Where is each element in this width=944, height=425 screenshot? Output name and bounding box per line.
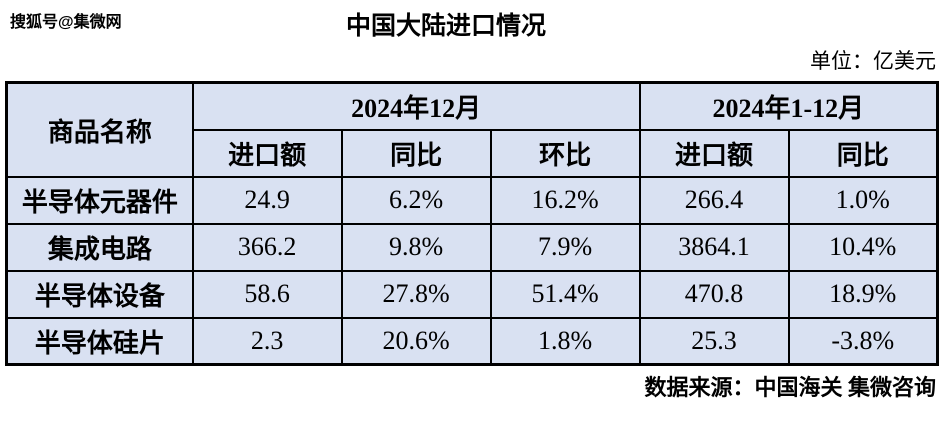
cell-import-value-month: 366.2 <box>191 222 343 272</box>
row-label: 半导体硅片 <box>5 316 194 366</box>
unit-label: 单位：亿美元 <box>810 49 936 74</box>
header-row-groups: 商品名称 2024年12月 2024年1-12月 <box>5 81 939 178</box>
cell-yoy-month: 6.2% <box>340 175 492 225</box>
table-row-integrated-circuits: 集成电路 366.2 9.8% 7.9% 3864.1 10.4% <box>5 222 939 272</box>
data-source-label: 数据来源：中国海关 集微咨询 <box>644 375 936 401</box>
cell-import-value-month: 2.3 <box>191 316 343 366</box>
table-row-semiconductor-wafers: 半导体硅片 2.3 20.6% 1.8% 25.3 -3.8% <box>5 316 939 366</box>
cell-mom-month: 7.9% <box>489 222 641 272</box>
table-row-semiconductor-equipment: 半导体设备 58.6 27.8% 51.4% 470.8 18.9% <box>5 269 939 319</box>
header-row-subheaders: 进口额 同比 环比 进口额 同比 <box>7 128 939 178</box>
cell-import-value-year: 266.4 <box>638 175 790 225</box>
page-title: 中国大陆进口情况 <box>345 13 546 40</box>
cell-yoy-year: 10.4% <box>787 222 939 272</box>
cell-yoy-month: 27.8% <box>340 269 492 319</box>
cell-yoy-year: 18.9% <box>787 269 939 319</box>
row-label: 半导体元器件 <box>5 175 194 225</box>
col-header-yoy-year: 同比 <box>787 128 939 178</box>
cell-import-value-year: 25.3 <box>638 316 790 366</box>
cell-yoy-month: 20.6% <box>340 316 492 366</box>
col-group-2024-1-12: 2024年1-12月 <box>638 81 939 131</box>
col-header-yoy-month: 同比 <box>340 128 492 178</box>
cell-yoy-month: 9.8% <box>340 222 492 272</box>
col-header-mom-month: 环比 <box>489 128 641 178</box>
cell-yoy-year: -3.8% <box>787 316 939 366</box>
col-group-2024-12: 2024年12月 <box>191 81 641 131</box>
cell-mom-month: 16.2% <box>489 175 641 225</box>
import-data-table: 商品名称 2024年12月 2024年1-12月 进口额 同比 环比 进口额 同… <box>5 81 939 367</box>
cell-mom-month: 51.4% <box>489 269 641 319</box>
cell-mom-month: 1.8% <box>489 316 641 366</box>
col-header-product-name: 商品名称 <box>5 81 194 178</box>
sohu-watermark: 搜狐号@集微网 <box>10 14 122 31</box>
table-row-semiconductor-components: 半导体元器件 24.9 6.2% 16.2% 266.4 1.0% <box>5 175 939 225</box>
row-label: 半导体设备 <box>5 269 194 319</box>
col-header-import-value-year: 进口额 <box>638 128 790 178</box>
cell-import-value-year: 3864.1 <box>638 222 790 272</box>
col-header-import-value-month: 进口额 <box>191 128 343 178</box>
cell-import-value-month: 24.9 <box>191 175 343 225</box>
cell-import-value-year: 470.8 <box>638 269 790 319</box>
row-label: 集成电路 <box>5 222 194 272</box>
cell-yoy-year: 1.0% <box>787 175 939 225</box>
cell-import-value-month: 58.6 <box>191 269 343 319</box>
